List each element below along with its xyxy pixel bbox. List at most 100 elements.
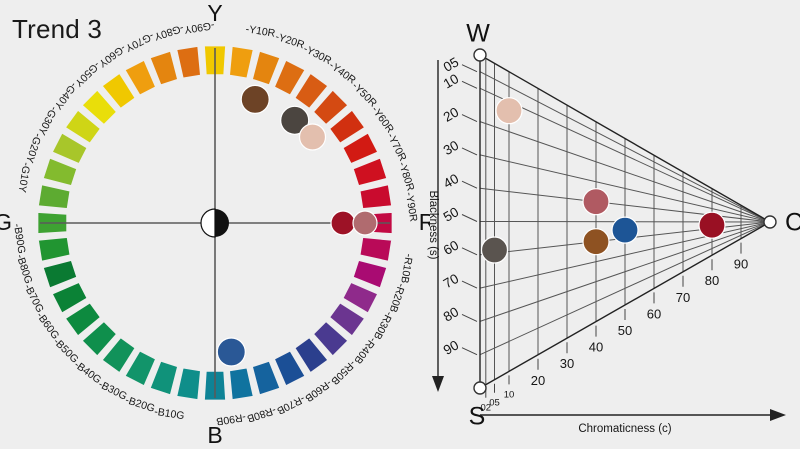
hue-swatch bbox=[311, 88, 350, 127]
blackness-tick bbox=[461, 347, 478, 356]
chromaticness-tick-label: 70 bbox=[676, 290, 690, 305]
triangle-edge bbox=[479, 54, 771, 223]
hue-swatch-ring bbox=[36, 44, 394, 402]
marker-brown bbox=[240, 84, 270, 115]
chromaticness-tick-label: 50 bbox=[618, 323, 632, 338]
circle-markers bbox=[216, 84, 378, 367]
marker-crimson bbox=[330, 210, 356, 236]
hue-label: -Y50R bbox=[350, 80, 380, 110]
blackness-tick-label: 10 bbox=[441, 71, 462, 92]
hue-label: -Y70R bbox=[384, 131, 408, 163]
hue-swatch bbox=[63, 301, 102, 338]
triangle-marker-blue bbox=[611, 216, 639, 244]
triangle-edges bbox=[479, 54, 771, 389]
blackness-tick bbox=[461, 313, 478, 322]
hue-swatch bbox=[227, 366, 255, 402]
blackness-tick-label: 30 bbox=[441, 138, 462, 159]
hue-swatch bbox=[63, 108, 102, 145]
blackness-tick-label: 50 bbox=[441, 204, 462, 225]
hue-swatch bbox=[250, 49, 282, 87]
blackness-axis-label: Blackness (s) bbox=[427, 190, 439, 259]
marker-dark-gray bbox=[280, 105, 310, 135]
hue-swatch bbox=[175, 366, 203, 402]
vertex-label-black: S bbox=[469, 403, 486, 431]
hue-label: -G10Y bbox=[16, 161, 33, 193]
hue-label: -R30B bbox=[371, 309, 395, 341]
triangle-axis-labels: Blackness (s) Chromaticness (c) bbox=[427, 60, 786, 435]
hue-swatch bbox=[341, 131, 380, 166]
chromaticness-tick-label: 40 bbox=[589, 340, 603, 355]
hue-label: -G50Y bbox=[72, 59, 102, 89]
hue-swatch bbox=[123, 58, 158, 97]
chromaticness-tick-label: 60 bbox=[647, 306, 661, 321]
chromaticness-tick-label: 02 bbox=[481, 403, 492, 414]
vertex-label-white: W bbox=[466, 20, 490, 48]
blackness-tick bbox=[461, 247, 478, 256]
hue-swatch bbox=[311, 319, 350, 358]
hue-label: -R40B bbox=[351, 335, 378, 366]
hue-swatch bbox=[328, 108, 367, 145]
cardinal-label-left: G bbox=[0, 209, 12, 235]
triangle-marker-brown bbox=[582, 228, 610, 256]
ncs-colour-triangle: 0510203040506070809002051020304050607080… bbox=[427, 20, 800, 435]
triangle-markers bbox=[480, 97, 726, 264]
hue-label: -R80B bbox=[246, 404, 278, 425]
hue-label: -G60Y bbox=[96, 42, 128, 70]
chromaticness-tick-label: 20 bbox=[531, 373, 545, 388]
triangle-marker-dusty-rose bbox=[582, 188, 610, 216]
hue-label: -Y20R bbox=[274, 31, 306, 52]
blackness-tick bbox=[461, 147, 478, 156]
hue-label: -Y30R bbox=[301, 43, 333, 67]
triangle-marker-dark-gray bbox=[480, 236, 509, 264]
hue-label: -Y10R bbox=[245, 23, 277, 40]
blackness-tick-label: 40 bbox=[441, 171, 462, 192]
hue-label: -G20Y bbox=[23, 132, 44, 165]
hue-label: -B90G bbox=[11, 223, 28, 255]
vertex-node-chromatic bbox=[763, 215, 777, 229]
hue-label: -Y80R bbox=[396, 160, 417, 192]
hue-swatch bbox=[358, 183, 394, 211]
hue-label: -R10B bbox=[398, 253, 415, 284]
hue-swatch bbox=[341, 280, 380, 315]
hue-label: -R20B bbox=[387, 282, 408, 314]
hue-label: -G30Y bbox=[35, 104, 59, 136]
hue-label: -B50G bbox=[51, 336, 81, 366]
hue-swatch bbox=[175, 44, 203, 80]
chromaticness-tick-label: 05 bbox=[489, 398, 500, 409]
vertex-node-white bbox=[473, 48, 487, 62]
hue-swatch bbox=[358, 235, 394, 263]
hue-swatch bbox=[41, 258, 79, 290]
hue-swatch bbox=[148, 359, 180, 397]
chromaticness-tick-label: 10 bbox=[504, 389, 515, 400]
page-title: Trend 3 bbox=[12, 14, 103, 44]
cardinal-labels: Y R B G bbox=[0, 0, 430, 448]
hue-label: -G80Y bbox=[153, 22, 186, 43]
vertex-node-black bbox=[473, 381, 487, 395]
hue-swatch bbox=[80, 319, 119, 358]
hue-swatch bbox=[148, 49, 180, 87]
ncs-color-circle: -Y10R-Y20R-Y30R-Y40R-Y50R-Y60R-Y70R-Y80R… bbox=[0, 0, 430, 448]
hue-label: -Y60R bbox=[369, 104, 396, 135]
hue-label: -B30G bbox=[96, 378, 128, 402]
chromaticness-axis-arrow bbox=[770, 409, 786, 421]
hue-swatch bbox=[227, 44, 255, 80]
hue-label: -G90Y bbox=[183, 19, 215, 36]
vertex-label-chromatic: C bbox=[785, 209, 800, 237]
hue-label: -R90B bbox=[215, 411, 246, 428]
marker-blue bbox=[216, 337, 246, 367]
triangle-marker-crimson bbox=[698, 211, 726, 239]
hue-swatch bbox=[80, 88, 119, 127]
hue-label: -B70G bbox=[21, 282, 45, 314]
triangle-edge bbox=[479, 221, 771, 389]
marker-dusty-rose bbox=[352, 210, 378, 236]
triangle-vertex-labels: W S C bbox=[466, 20, 800, 431]
hue-swatch bbox=[328, 301, 367, 338]
hue-swatch bbox=[100, 336, 137, 375]
hue-swatch bbox=[123, 349, 158, 388]
hue-swatch bbox=[351, 156, 389, 188]
blackness-tick bbox=[461, 80, 478, 89]
hue-swatch bbox=[293, 71, 330, 110]
blackness-tick-label: 90 bbox=[441, 337, 462, 358]
cardinal-label-right: R bbox=[419, 209, 430, 235]
